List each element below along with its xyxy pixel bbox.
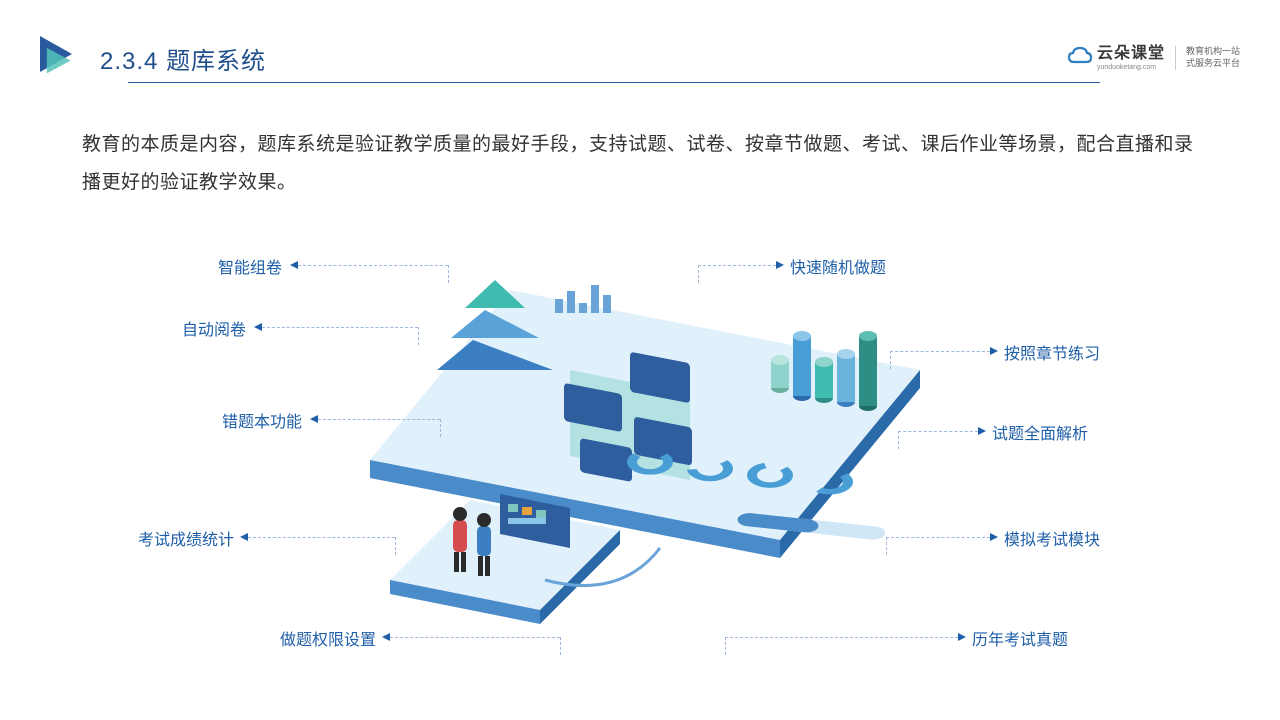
connector-line (725, 637, 958, 638)
feature-label: 试题全面解析 (992, 420, 1088, 444)
logo-text-en: yunduoketang.com (1097, 64, 1165, 71)
feature-diagram: 智能组卷自动阅卷错题本功能考试成绩统计做题权限设置 快速随机做题按照章节练习试题全… (0, 230, 1280, 680)
connector-arrow-icon (990, 533, 998, 541)
feature-label: 历年考试真题 (972, 626, 1068, 650)
connector-drop (886, 537, 887, 555)
section-title: 题库系统 (166, 48, 266, 75)
connector-line (298, 265, 448, 266)
connector-line (390, 637, 560, 638)
feature-label: 快速随机做题 (790, 254, 886, 278)
connector-drop (448, 265, 449, 283)
feature-label: 自动阅卷 (182, 316, 246, 340)
connector-drop (725, 637, 726, 655)
logo-divider (1175, 46, 1176, 70)
connector-line (248, 537, 395, 538)
connector-arrow-icon (776, 261, 784, 269)
connector-arrow-icon (978, 427, 986, 435)
slide-title: 2.3.4 题库系统 (100, 41, 266, 76)
slide-description: 教育的本质是内容，题库系统是验证教学质量的最好手段，支持试题、试卷、按章节做题、… (82, 126, 1198, 202)
connector-arrow-icon (958, 633, 966, 641)
feature-label: 做题权限设置 (280, 626, 376, 650)
connector-line (318, 419, 440, 420)
cloud-icon (1067, 46, 1093, 71)
connector-drop (560, 637, 561, 655)
connector-line (262, 327, 418, 328)
logo-main: 云朵课堂 yunduoketang.com (1067, 46, 1165, 71)
slide-header: 2.3.4 题库系统 云朵课堂 yunduoketang.com 教育机构一站 … (40, 36, 1240, 80)
connector-drop (890, 351, 891, 369)
isometric-illustration (360, 240, 960, 660)
feature-label: 按照章节练习 (1004, 340, 1100, 364)
feature-label: 考试成绩统计 (138, 526, 234, 550)
connector-drop (418, 327, 419, 345)
feature-label: 模拟考试模块 (1004, 526, 1100, 550)
title-underline (128, 82, 1100, 83)
brand-logo: 云朵课堂 yunduoketang.com 教育机构一站 式服务云平台 (1067, 46, 1240, 71)
connector-line (890, 351, 990, 352)
logo-tagline: 教育机构一站 式服务云平台 (1186, 46, 1240, 69)
feature-label: 错题本功能 (222, 408, 302, 432)
title-group: 2.3.4 题库系统 (40, 36, 266, 80)
connector-arrow-icon (382, 633, 390, 641)
connector-drop (440, 419, 441, 437)
connector-line (886, 537, 990, 538)
connector-arrow-icon (240, 533, 248, 541)
section-number: 2.3.4 (100, 48, 158, 75)
logo-text-cn: 云朵课堂 (1097, 46, 1165, 62)
connector-drop (898, 431, 899, 449)
connector-arrow-icon (310, 415, 318, 423)
play-arrow-icon (40, 36, 82, 80)
connector-line (698, 265, 776, 266)
connector-arrow-icon (990, 347, 998, 355)
connector-arrow-icon (290, 261, 298, 269)
connector-drop (395, 537, 396, 555)
connector-drop (698, 265, 699, 283)
feature-label: 智能组卷 (218, 254, 282, 278)
connector-arrow-icon (254, 323, 262, 331)
connector-line (898, 431, 978, 432)
